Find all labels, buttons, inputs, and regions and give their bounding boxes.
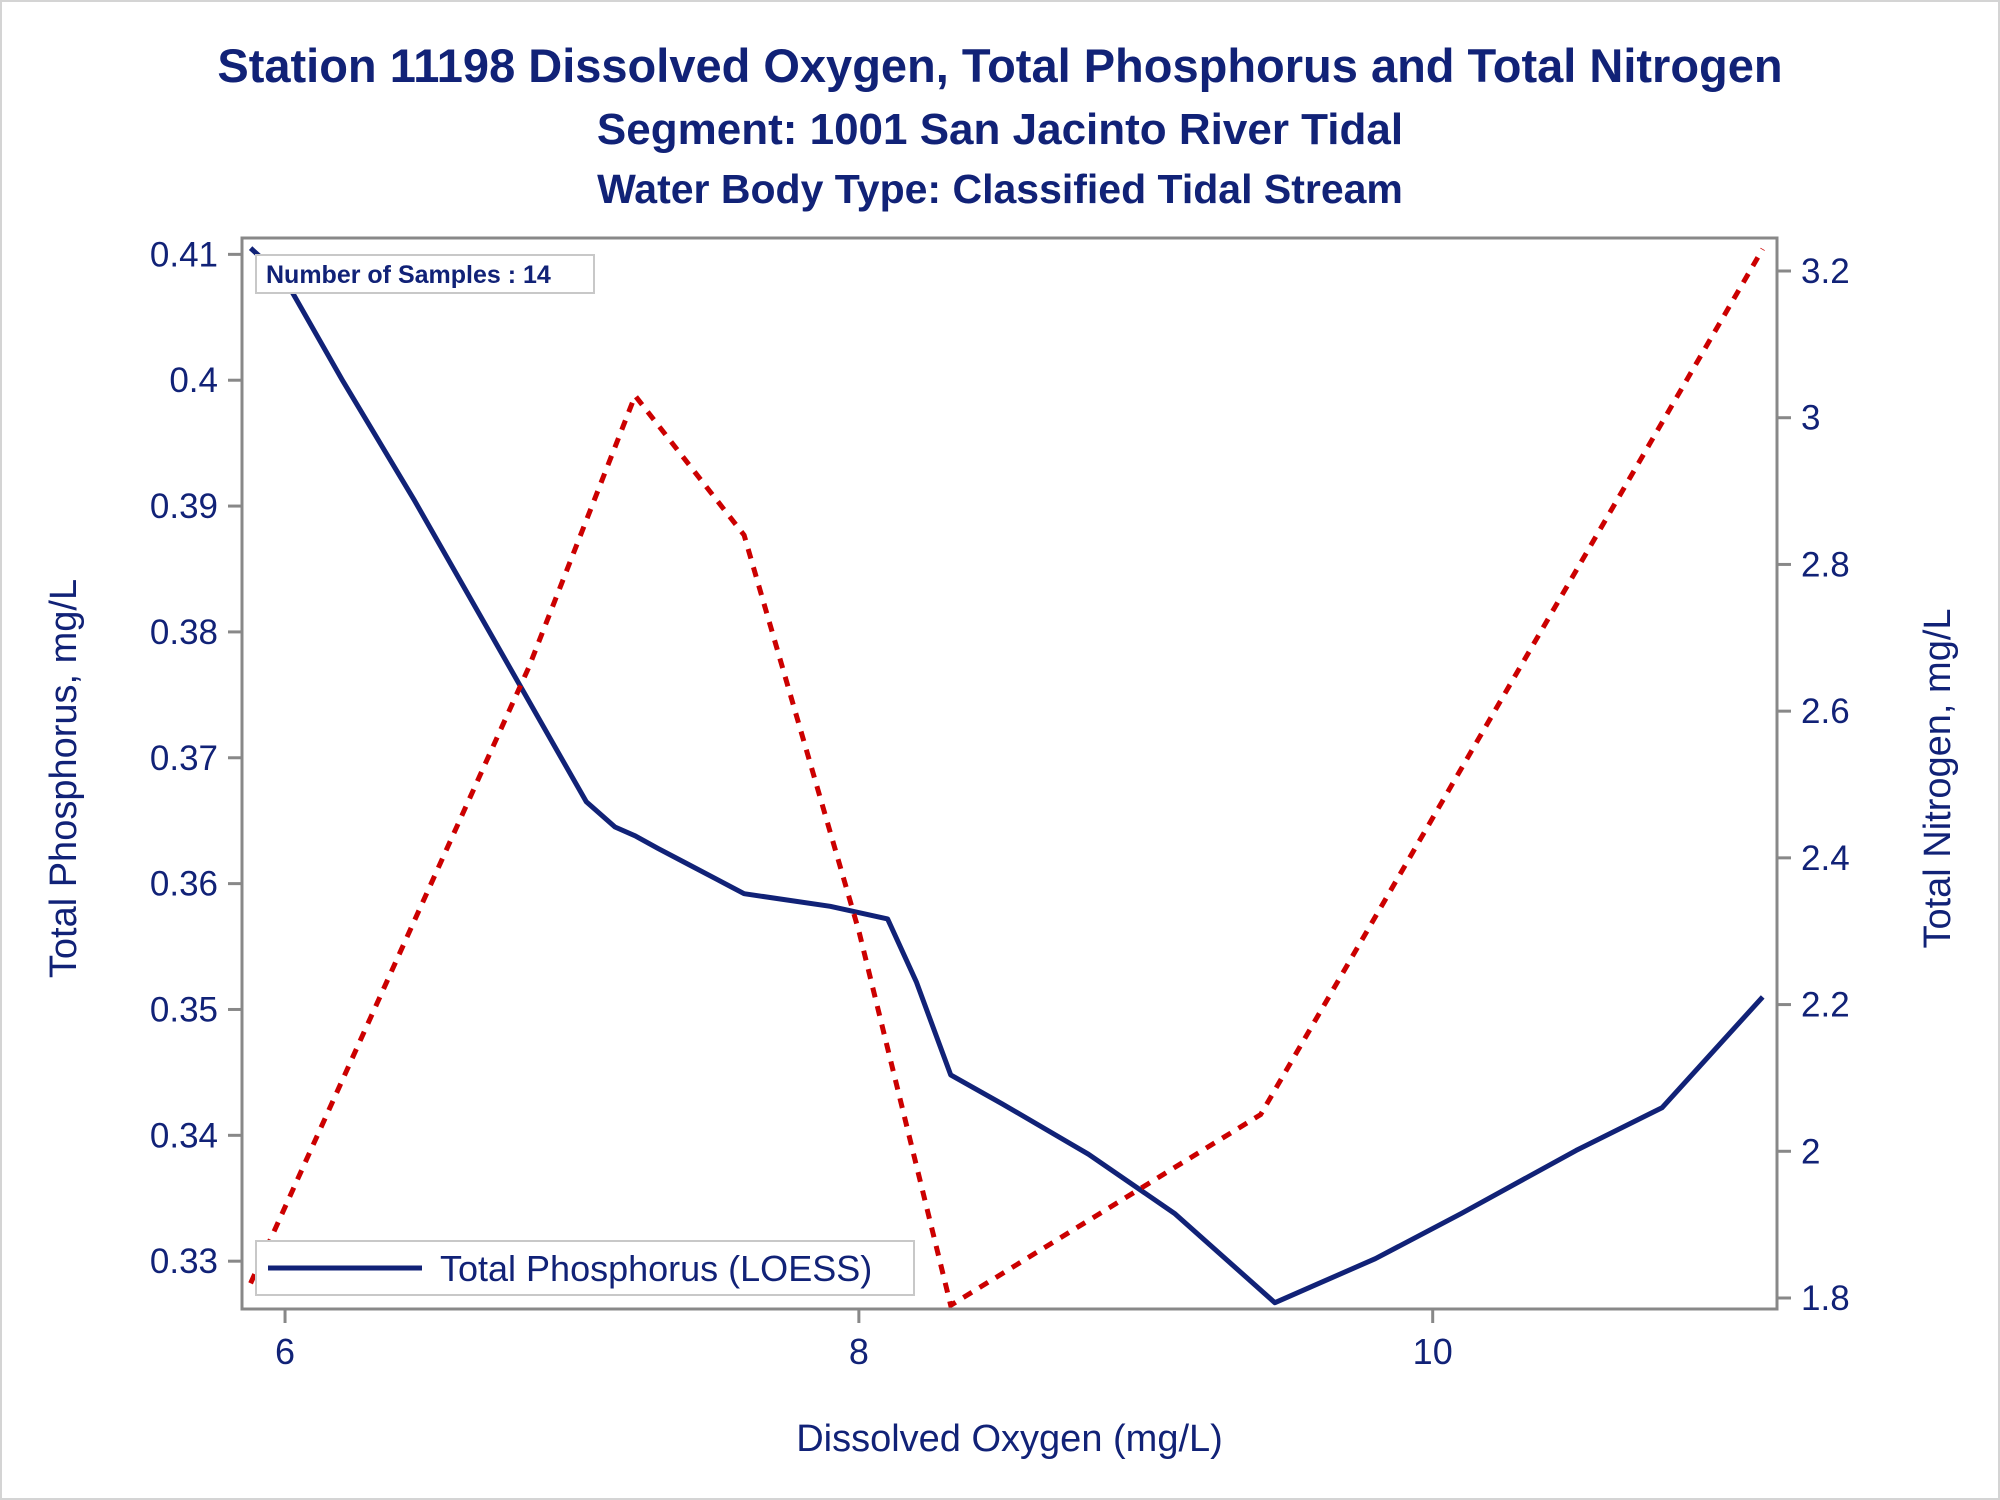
y-left-tick-label: 0.39 xyxy=(150,487,218,526)
y-left-tick-label: 0.35 xyxy=(150,990,218,1029)
y-left-tick-label: 0.41 xyxy=(150,235,218,274)
sample-count-annotation: Number of Samples : 14 xyxy=(255,254,595,294)
y-axis-label-right: Total Nitrogen, mg/L xyxy=(1917,608,1959,948)
y-right-tick-label: 2 xyxy=(1801,1132,1820,1171)
y-right-tick-label: 2.8 xyxy=(1801,545,1850,584)
y-axis-label-left: Total Phosphorus, mg/L xyxy=(43,579,85,978)
chart-title: Station 11198 Dissolved Oxygen, Total Ph… xyxy=(217,39,1783,92)
y-left-tick-label: 0.37 xyxy=(150,739,218,778)
y-left-tick-label: 0.33 xyxy=(150,1242,218,1281)
y-left-tick-label: 0.38 xyxy=(150,613,218,652)
x-tick-label: 10 xyxy=(1413,1331,1453,1372)
x-tick-label: 6 xyxy=(275,1331,295,1372)
x-tick-label: 8 xyxy=(849,1331,869,1372)
series-line-total-nitrogen xyxy=(248,247,1765,1310)
chart-subtitle-segment: Segment: 1001 San Jacinto River Tidal xyxy=(596,105,1404,154)
y-right-tick-label: 2.6 xyxy=(1801,692,1850,731)
y-right-tick-label: 1.8 xyxy=(1801,1279,1850,1318)
y-right-tick-label: 2.2 xyxy=(1801,986,1850,1025)
x-axis-label: Dissolved Oxygen (mg/L) xyxy=(796,1418,1223,1460)
legend-label-total-phosphorus: Total Phosphorus (LOESS) xyxy=(440,1248,872,1289)
y-left-tick-label: 0.4 xyxy=(169,361,218,400)
y-left-tick-label: 0.36 xyxy=(150,865,218,904)
sample-count-text: Number of Samples : 14 xyxy=(266,261,551,289)
chart-subtitle-waterbody: Water Body Type: Classified Tidal Stream xyxy=(597,166,1403,212)
y-right-tick-label: 2.4 xyxy=(1801,839,1850,878)
y-right-tick-label: 3 xyxy=(1801,399,1820,438)
y-right-tick-label: 3.2 xyxy=(1801,252,1850,291)
y-left-tick-label: 0.34 xyxy=(150,1116,218,1155)
legend: Total Phosphorus (LOESS) xyxy=(255,1240,915,1296)
plot-frame xyxy=(240,236,1779,1311)
